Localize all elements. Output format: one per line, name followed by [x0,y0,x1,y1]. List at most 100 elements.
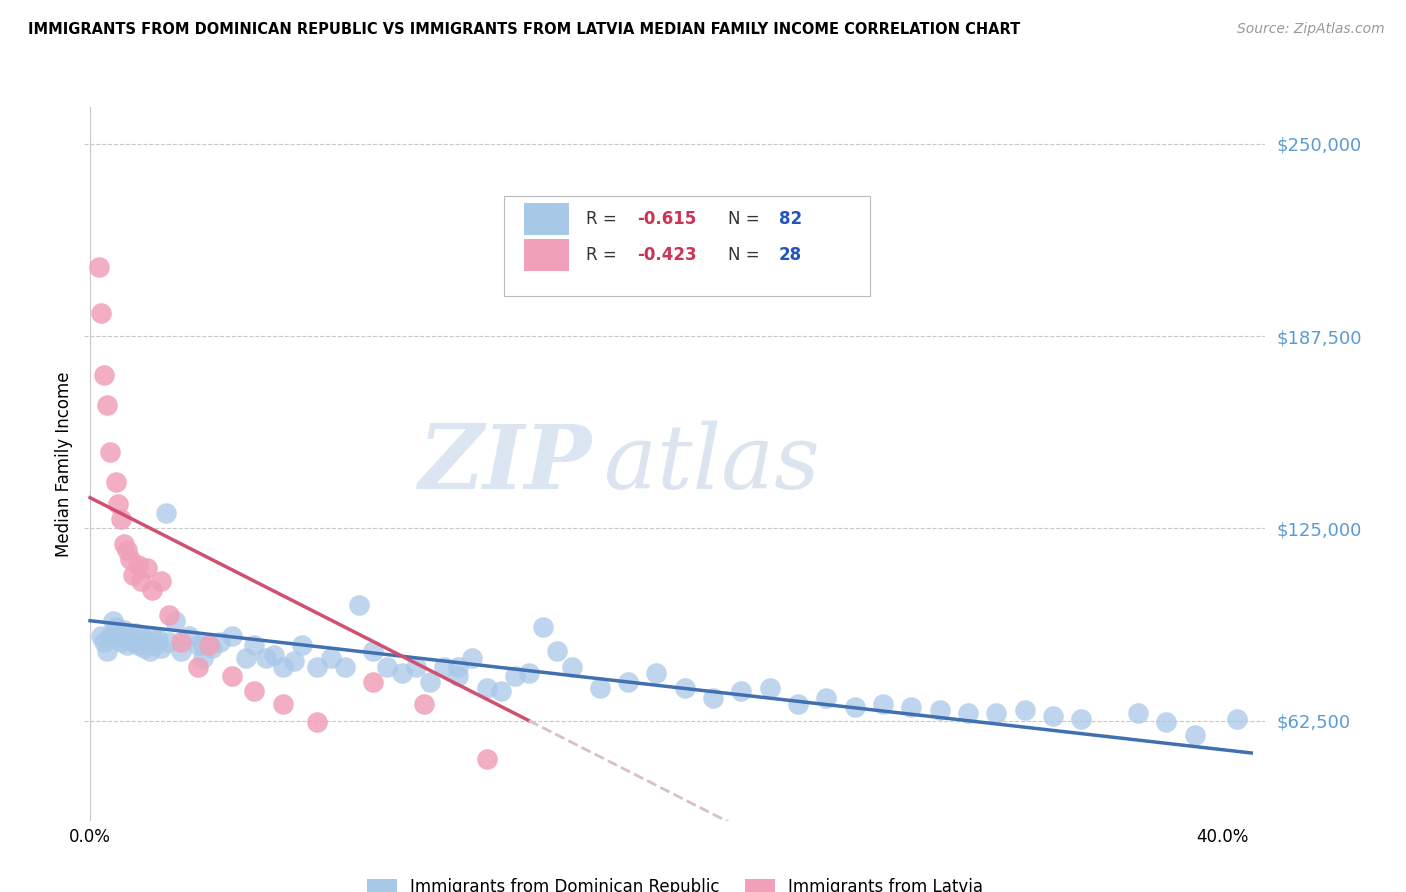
Point [361,675,384,690]
Point [405,660,427,674]
Point [112,623,135,637]
Point [132,641,155,656]
Text: R =: R = [586,211,623,228]
Point [90,306,112,320]
Point [193,638,215,652]
Point [447,660,470,674]
Point [121,567,143,582]
Point [149,641,172,656]
Point [163,614,186,628]
Point [589,681,612,696]
Point [110,635,132,649]
Point [112,537,135,551]
Point [127,558,149,573]
Point [135,561,157,575]
Point [815,690,838,705]
Text: atlas: atlas [605,420,820,508]
Point [928,703,950,717]
Point [271,660,294,674]
Point [900,699,922,714]
Point [243,684,266,698]
Point [96,644,118,658]
Point [149,574,172,588]
Point [221,669,243,683]
Point [1070,712,1092,726]
Point [141,629,163,643]
Point [104,620,127,634]
Point [787,697,810,711]
Point [319,650,342,665]
Point [235,650,257,665]
Point [291,638,314,652]
Point [101,614,124,628]
Point [129,629,152,643]
Text: N =: N = [728,211,765,228]
Point [475,681,498,696]
Point [107,497,129,511]
Point [169,644,191,658]
Point [271,697,294,711]
Point [104,475,127,490]
Point [361,644,384,658]
Point [673,681,696,696]
Point [118,552,141,566]
Point [489,684,512,698]
Point [730,684,752,698]
Point [98,444,121,458]
Point [107,629,129,643]
Point [1154,715,1177,730]
Bar [523,239,568,271]
Point [391,665,413,680]
Point [844,699,866,714]
Point [503,669,526,683]
Point [187,660,209,674]
Text: -0.615: -0.615 [637,211,696,228]
Text: 28: 28 [779,246,801,264]
Point [135,635,157,649]
Point [141,582,163,597]
Point [157,607,180,622]
Point [758,681,780,696]
Point [87,260,110,274]
Point [169,635,191,649]
Text: -0.423: -0.423 [637,246,697,264]
Point [702,690,724,705]
Point [347,599,370,613]
Point [531,620,554,634]
Legend: Immigrants from Dominican Republic, Immigrants from Latvia: Immigrants from Dominican Republic, Immi… [360,871,990,892]
Point [138,644,160,658]
Point [129,574,152,588]
Point [179,629,201,643]
Point [517,665,540,680]
Text: 82: 82 [779,211,801,228]
Point [475,752,498,766]
Point [956,706,979,720]
Point [1126,706,1149,720]
Point [201,641,224,656]
Point [124,626,146,640]
Point [118,632,141,647]
Point [127,638,149,652]
Point [96,398,118,412]
Point [447,669,470,683]
Text: R =: R = [586,246,623,264]
Point [90,629,112,643]
Point [872,697,894,711]
Text: Source: ZipAtlas.com: Source: ZipAtlas.com [1237,22,1385,37]
Point [283,654,305,668]
Point [157,635,180,649]
Point [645,665,668,680]
Point [146,632,169,647]
Text: IMMIGRANTS FROM DOMINICAN REPUBLIC VS IMMIGRANTS FROM LATVIA MEDIAN FAMILY INCOM: IMMIGRANTS FROM DOMINICAN REPUBLIC VS IM… [28,22,1021,37]
Point [413,697,436,711]
Point [110,512,132,526]
Point [187,638,209,652]
Point [243,638,266,652]
Bar [523,203,568,235]
Point [1042,709,1064,723]
Point [333,660,356,674]
Point [546,644,568,658]
Point [1184,727,1206,741]
Point [254,650,277,665]
Text: N =: N = [728,246,765,264]
